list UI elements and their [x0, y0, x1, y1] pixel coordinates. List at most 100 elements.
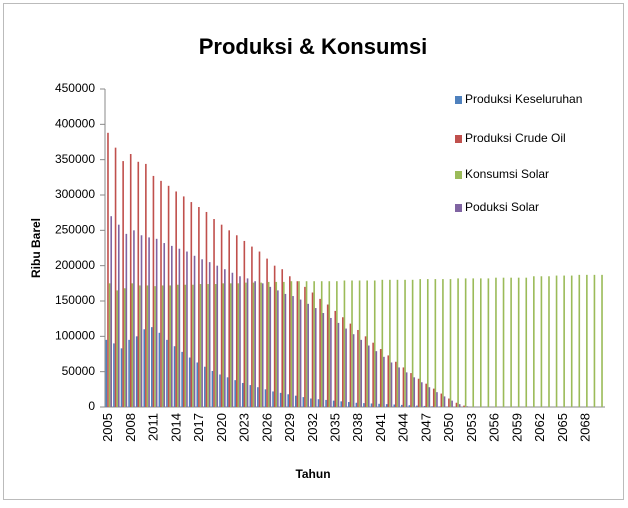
bar	[315, 308, 317, 407]
bar	[376, 351, 378, 407]
bar	[115, 148, 117, 407]
x-tick-label: 2062	[532, 413, 547, 442]
bar	[395, 362, 397, 407]
bar	[253, 283, 255, 407]
bar	[401, 405, 403, 407]
bar	[204, 367, 206, 407]
bar	[287, 394, 289, 407]
bar	[137, 162, 139, 407]
bar	[259, 252, 261, 407]
bar	[365, 336, 367, 407]
bar	[148, 237, 150, 407]
bar	[230, 283, 232, 407]
bar	[277, 290, 279, 407]
bar	[518, 278, 520, 407]
bar	[404, 280, 406, 407]
bar	[541, 276, 543, 407]
x-tick-label: 2029	[282, 413, 297, 442]
bar	[265, 389, 267, 407]
x-tick-label: 2050	[441, 413, 456, 442]
bar	[136, 336, 138, 407]
bar	[503, 278, 505, 407]
bar	[181, 352, 183, 407]
bar	[219, 374, 221, 407]
bar	[459, 404, 461, 407]
bar	[594, 275, 596, 407]
bar	[312, 293, 314, 407]
bar	[571, 276, 573, 407]
bar	[418, 379, 420, 407]
bar	[344, 281, 346, 407]
bar	[268, 282, 270, 407]
bar	[175, 191, 177, 407]
bar	[391, 362, 393, 407]
bar	[186, 252, 188, 407]
y-axis-label: Ribu Barel	[29, 218, 43, 278]
bar	[200, 284, 202, 407]
bar	[510, 278, 512, 407]
bar	[348, 402, 350, 407]
bar	[234, 380, 236, 407]
bar	[266, 259, 268, 407]
x-tick-label: 2053	[464, 413, 479, 442]
bar	[126, 234, 128, 407]
bar	[280, 393, 282, 407]
bar	[336, 281, 338, 407]
bar	[254, 281, 256, 407]
x-tick-label: 2047	[418, 413, 433, 442]
bar	[228, 230, 230, 407]
bar	[153, 176, 155, 407]
bar	[213, 219, 215, 407]
y-tick-label: 450000	[55, 81, 95, 95]
bar	[196, 362, 198, 407]
bar	[198, 207, 200, 407]
bar	[307, 304, 309, 407]
bar	[174, 346, 176, 407]
bar	[495, 278, 497, 407]
legend-swatch	[455, 171, 462, 179]
bar	[413, 377, 415, 407]
bar	[238, 283, 240, 407]
bar	[451, 401, 453, 407]
bar	[457, 278, 459, 407]
x-tick-label: 2041	[373, 413, 388, 442]
bar	[109, 283, 111, 407]
x-tick-label: 2056	[487, 413, 502, 442]
bar	[345, 329, 347, 407]
x-tick-label: 2065	[555, 413, 570, 442]
bar	[192, 285, 194, 407]
bar	[463, 406, 465, 407]
bar	[366, 281, 368, 407]
x-tick-label: 2035	[327, 413, 342, 442]
bar	[130, 154, 132, 407]
bar	[548, 276, 550, 407]
bar	[328, 281, 330, 407]
y-tick-label: 350000	[55, 152, 95, 166]
bar	[382, 280, 384, 407]
bar	[450, 279, 452, 407]
bar	[472, 278, 474, 407]
bar	[289, 276, 291, 407]
y-tick-label: 150000	[55, 293, 95, 307]
bar	[371, 403, 373, 407]
x-tick-label: 2017	[191, 413, 206, 442]
bar	[171, 246, 173, 407]
bar	[166, 340, 168, 407]
x-tick-label: 2020	[214, 413, 229, 442]
bar	[387, 355, 389, 407]
bar	[122, 161, 124, 407]
bar	[159, 333, 161, 407]
bar	[232, 273, 234, 407]
bar	[298, 281, 300, 407]
bar	[578, 275, 580, 407]
bar	[397, 280, 399, 407]
bar	[189, 358, 191, 407]
bar	[448, 399, 450, 407]
bar	[272, 391, 274, 407]
bar	[380, 349, 382, 407]
bar	[269, 287, 271, 407]
chart-title: Produksi & Konsumsi	[199, 34, 428, 59]
bar	[227, 377, 229, 407]
legend-label: Poduksi Solar	[465, 200, 539, 214]
bar	[183, 196, 185, 407]
